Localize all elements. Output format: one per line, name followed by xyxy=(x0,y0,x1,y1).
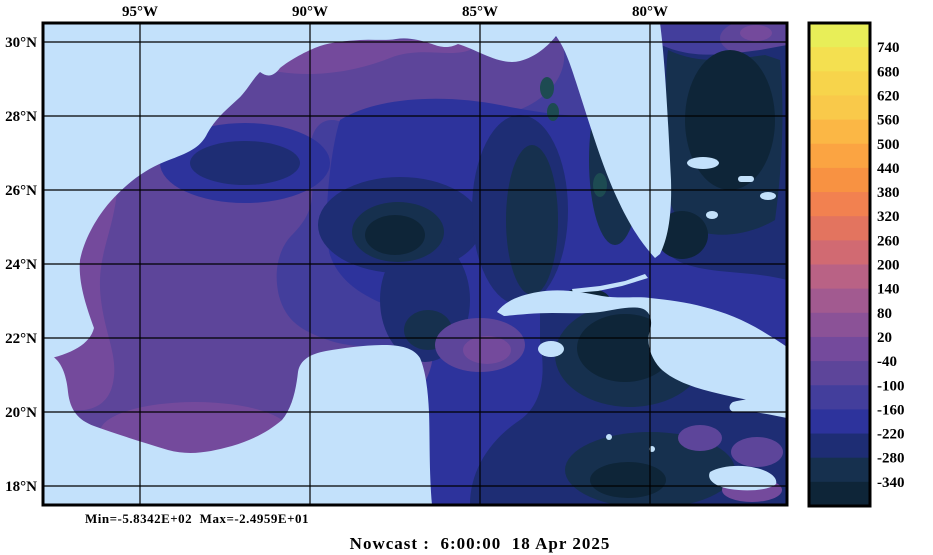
colorbar-segment xyxy=(809,409,870,435)
colorbar-tick-label: 440 xyxy=(877,161,900,177)
colorbar-segment xyxy=(809,192,870,217)
colorbar-tick-label: 140 xyxy=(877,282,900,298)
map-frame xyxy=(41,21,789,507)
y-tick-label: 26°N xyxy=(5,183,37,199)
colorbar-tick-label: 20 xyxy=(877,330,892,346)
colorbar-tick-label: 80 xyxy=(877,306,892,322)
colorbar-segment xyxy=(809,457,870,483)
colorbar-segment xyxy=(809,119,870,145)
colorbar-segment xyxy=(809,23,870,48)
colorbar-tick-label: -280 xyxy=(877,451,905,467)
colorbar-tick-label: 620 xyxy=(877,88,900,104)
shelf-teal-spot-3 xyxy=(593,173,607,197)
atlantic-top-light-patch xyxy=(740,25,772,41)
colorbar-frame xyxy=(807,21,872,508)
colorbar-tick-label: -100 xyxy=(877,378,905,394)
x-tick-label: 80°W xyxy=(632,4,668,20)
colorbar-segment xyxy=(809,216,870,241)
land-florida-keys xyxy=(572,274,648,293)
colorbar-segment xyxy=(809,95,870,121)
land-cuba xyxy=(497,290,787,407)
colorbar-tick-label: 680 xyxy=(877,64,900,80)
colorbar-tick-label: -40 xyxy=(877,354,897,370)
x-tick-label: 90°W xyxy=(292,4,328,20)
map-field xyxy=(43,23,787,505)
colorbar-segment xyxy=(809,47,870,72)
colorbar-tick-label: 380 xyxy=(877,185,900,201)
land-bahamas-3 xyxy=(760,192,776,200)
plot-title: Nowcast : 6:00:00 18 Apr 2025 xyxy=(349,534,611,553)
nw-gulf-basin-core xyxy=(190,141,300,185)
x-tick-label: 85°W xyxy=(462,4,498,20)
colorbar-segment xyxy=(809,336,870,362)
minmax-stats-text: Min=-5.8342E+02 Max=-2.4959E+01 xyxy=(85,511,310,526)
colorbar-tick-label: -160 xyxy=(877,402,905,418)
caribbean-deepest-spot xyxy=(590,462,666,498)
colorbar-segment xyxy=(809,143,870,169)
y-tick-label: 30°N xyxy=(5,35,37,51)
south-cuba-deepest-spot xyxy=(577,314,673,382)
land-hispaniola xyxy=(729,398,787,418)
shelf-teal-spot-2 xyxy=(547,103,559,121)
colorbar-tick-label: 200 xyxy=(877,258,900,274)
colorbar-segment xyxy=(809,264,870,290)
land-north-gulf-florida xyxy=(43,23,672,360)
shelf-teal-spot-1 xyxy=(540,77,554,99)
colorbar-tick-label: 740 xyxy=(877,40,900,56)
land-jamaica xyxy=(709,465,777,491)
land-isla-juventud xyxy=(538,341,564,357)
colorbar-segment xyxy=(809,385,870,410)
land-bahamas-4 xyxy=(706,211,718,219)
grid-lines xyxy=(43,23,787,505)
y-tick-label: 24°N xyxy=(5,257,37,273)
atlantic-deepest-spot xyxy=(685,50,775,190)
colorbar-tick-label: 560 xyxy=(877,113,900,129)
x-axis-labels: 95°W 90°W 85°W 80°W xyxy=(122,4,668,20)
colorbar-tick-label: -220 xyxy=(877,427,905,443)
loop-current-core xyxy=(506,145,558,295)
colorbar-tick-label: -340 xyxy=(877,475,905,491)
y-tick-label: 22°N xyxy=(5,331,37,347)
nw-cuba-light-eddy xyxy=(463,336,511,364)
y-axis-labels: 30°N 28°N 26°N 24°N 22°N 20°N 18°N xyxy=(5,35,37,495)
colorbar-tick-label: 500 xyxy=(877,137,900,153)
colorbar-tick-label: 260 xyxy=(877,233,900,249)
colorbar-segment xyxy=(809,167,870,193)
land-bahamas-1 xyxy=(687,157,719,169)
colorbar-tick-label: 320 xyxy=(877,209,900,225)
colorbar xyxy=(809,23,870,507)
colorbar-segment xyxy=(809,481,870,507)
caribbean-purple-eddy-1 xyxy=(678,425,722,451)
central-gulf-deepest-spot xyxy=(365,215,425,255)
colorbar-segment xyxy=(809,361,870,386)
colorbar-labels: 740 680 620 560 500 440 380 320 260 200 140 80 20 -40… xyxy=(877,40,905,491)
y-tick-label: 28°N xyxy=(5,109,37,125)
colorbar-segment xyxy=(809,433,870,459)
x-tick-label: 95°W xyxy=(122,4,158,20)
colorbar-segment xyxy=(809,240,870,266)
colorbar-segment xyxy=(809,71,870,97)
y-tick-label: 18°N xyxy=(5,479,37,495)
colorbar-segment xyxy=(809,288,870,314)
colorbar-segment xyxy=(809,312,870,338)
y-tick-label: 20°N xyxy=(5,405,37,421)
land-bahamas-2 xyxy=(738,176,754,182)
caribbean-purple-eddy-2 xyxy=(731,437,783,467)
land-cay-1 xyxy=(606,434,612,440)
